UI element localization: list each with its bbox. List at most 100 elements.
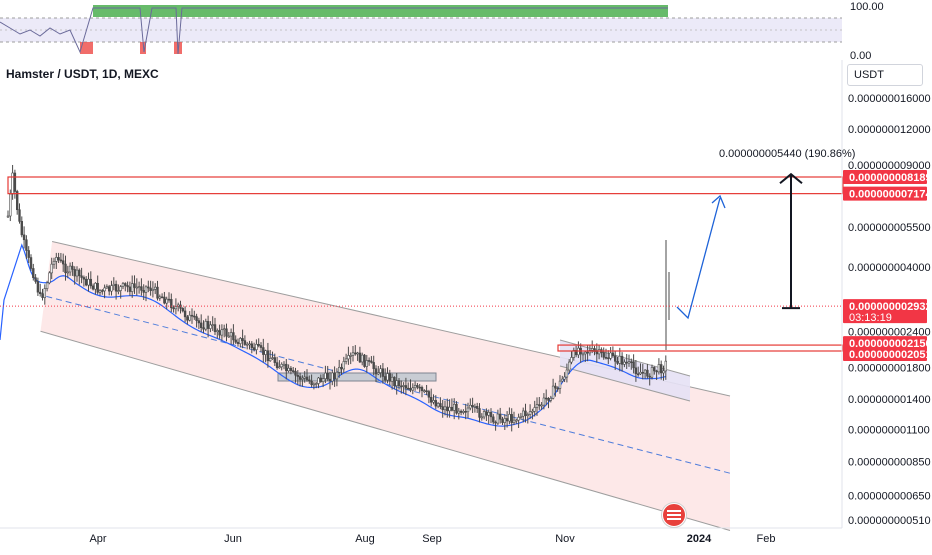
candle-body bbox=[9, 193, 12, 217]
candle-body bbox=[584, 351, 587, 355]
candle-body bbox=[634, 367, 638, 375]
candle-body bbox=[554, 385, 557, 389]
candle-body bbox=[174, 306, 178, 310]
candle-body bbox=[611, 352, 615, 357]
candle-body bbox=[248, 343, 251, 346]
time-tick-label: Nov bbox=[555, 533, 575, 545]
price-tick-label: 0.000000000650 bbox=[848, 490, 931, 502]
time-axis[interactable]: Apr Jun Aug Sep Nov 2024 Feb bbox=[0, 527, 842, 545]
candle-body bbox=[602, 352, 605, 358]
candle-body bbox=[340, 366, 343, 370]
candle-body bbox=[15, 191, 19, 211]
candle-body bbox=[186, 316, 189, 321]
candle-body bbox=[432, 400, 435, 403]
candle-body bbox=[344, 358, 348, 362]
candle-body bbox=[531, 410, 534, 413]
candle-body bbox=[503, 418, 506, 423]
channel-fill bbox=[40, 241, 731, 531]
flag-channel-fill bbox=[560, 340, 690, 401]
candle-body bbox=[234, 339, 237, 343]
candle-body bbox=[524, 410, 527, 416]
currency-selector[interactable]: USDT bbox=[847, 64, 923, 86]
candle-body bbox=[94, 282, 97, 290]
candle-body bbox=[657, 364, 661, 373]
candle-body bbox=[648, 375, 651, 378]
candle-body bbox=[43, 288, 47, 298]
candle-body bbox=[264, 350, 267, 355]
candle-body bbox=[563, 376, 566, 380]
candle-body bbox=[471, 404, 474, 407]
candle-body bbox=[312, 383, 316, 386]
candle-body bbox=[105, 286, 109, 289]
support-box[interactable] bbox=[277, 372, 437, 382]
drawings[interactable] bbox=[676, 172, 803, 320]
candle-body bbox=[567, 361, 571, 371]
support-box-rect bbox=[277, 372, 437, 382]
candle-body bbox=[374, 368, 378, 375]
candle-body bbox=[609, 352, 612, 359]
candle-body bbox=[512, 419, 516, 423]
candle-body bbox=[400, 385, 403, 388]
candle-body bbox=[607, 357, 610, 360]
candle-body bbox=[632, 361, 635, 369]
candle-body bbox=[246, 343, 249, 346]
candle-body bbox=[225, 328, 228, 337]
projection-arrowhead bbox=[711, 194, 726, 209]
candle-body bbox=[535, 404, 539, 408]
candle-body bbox=[200, 322, 203, 329]
candle-body bbox=[241, 338, 244, 341]
candle-body bbox=[75, 269, 79, 277]
candle-body bbox=[365, 360, 368, 367]
candle-body bbox=[650, 367, 654, 378]
candle-body bbox=[64, 263, 67, 274]
candle-body bbox=[593, 348, 596, 352]
price-tick-label: 0.000000000850 bbox=[848, 457, 931, 469]
candle-body bbox=[411, 387, 414, 391]
projection-arrow bbox=[676, 197, 721, 320]
candle-body bbox=[586, 351, 589, 354]
candle-body bbox=[85, 278, 88, 286]
price-axis[interactable]: 0.000000016000 0.000000012000 0.0000000090… bbox=[841, 60, 931, 528]
candle-body bbox=[505, 418, 509, 422]
us-flag-icon[interactable] bbox=[662, 503, 686, 527]
price-tag-countdown: 03:13:19 bbox=[849, 312, 892, 324]
candle-body bbox=[501, 418, 504, 423]
candle-body bbox=[370, 360, 373, 363]
candle-body bbox=[151, 289, 155, 291]
candle-body bbox=[257, 343, 260, 346]
candle-body bbox=[103, 287, 106, 292]
candle-body bbox=[213, 324, 217, 333]
candle-body bbox=[423, 390, 426, 392]
candle-body bbox=[108, 286, 111, 292]
candle-body bbox=[319, 377, 322, 382]
candle-body bbox=[482, 411, 486, 418]
price-tick-label: 0.000000001400 bbox=[848, 394, 931, 406]
candle-body bbox=[443, 406, 447, 411]
candle-body bbox=[473, 406, 477, 408]
candle-body bbox=[393, 376, 396, 387]
candle-body bbox=[55, 257, 58, 262]
candle-body bbox=[303, 376, 306, 379]
candle-body bbox=[259, 345, 263, 348]
candle-body bbox=[354, 352, 357, 355]
candle-body bbox=[250, 343, 253, 348]
candle-body bbox=[636, 373, 640, 376]
candle-body bbox=[404, 385, 408, 389]
indicator-line bbox=[0, 7, 668, 55]
price-tag-label: 0.000000008189 bbox=[849, 172, 932, 184]
candle-body bbox=[620, 355, 624, 365]
candle-body bbox=[397, 380, 401, 387]
candle-body bbox=[147, 286, 150, 289]
candle-body bbox=[27, 250, 30, 258]
candle-body bbox=[662, 370, 665, 374]
candle-body bbox=[402, 385, 405, 387]
candle-body bbox=[255, 343, 258, 351]
candle-body bbox=[335, 371, 339, 380]
descending-channel[interactable] bbox=[40, 241, 731, 531]
candle-body bbox=[291, 370, 295, 372]
candle-body bbox=[112, 283, 116, 286]
candle-body bbox=[526, 414, 530, 416]
candle-body bbox=[52, 260, 56, 265]
